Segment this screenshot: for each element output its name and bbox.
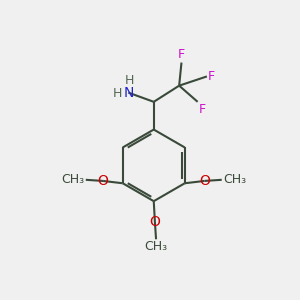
Text: H: H [125, 74, 134, 87]
Text: F: F [178, 48, 185, 62]
Text: O: O [149, 215, 160, 229]
Text: CH₃: CH₃ [145, 240, 168, 254]
Text: F: F [208, 70, 215, 83]
Text: F: F [199, 103, 206, 116]
Text: CH₃: CH₃ [223, 173, 246, 186]
Text: N: N [123, 85, 134, 100]
Text: O: O [199, 174, 210, 188]
Text: CH₃: CH₃ [61, 173, 85, 186]
Text: O: O [98, 174, 109, 188]
Text: H: H [113, 87, 123, 100]
